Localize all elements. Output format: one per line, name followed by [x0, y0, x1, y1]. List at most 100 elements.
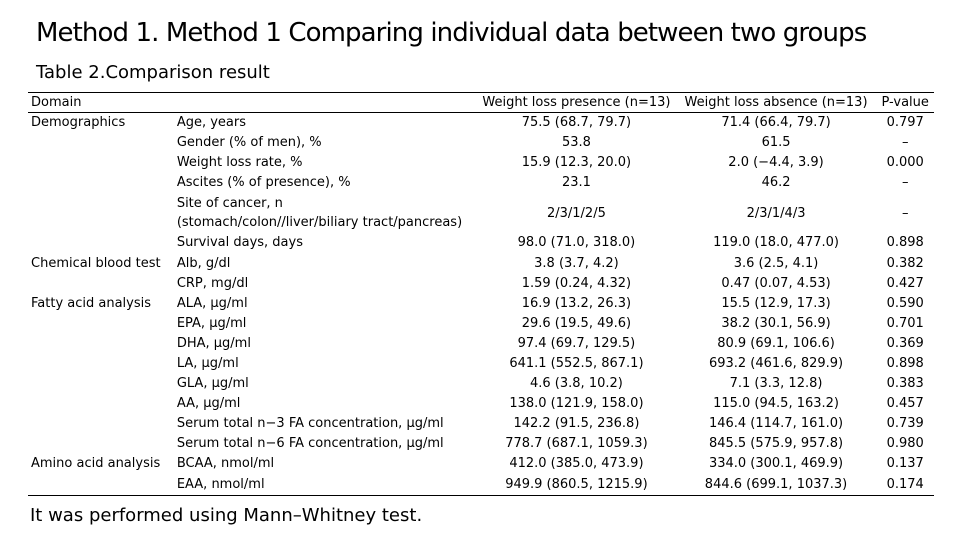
row-item-label: Survival days, days	[176, 235, 303, 251]
table-row: Chemical blood test Alb, g/dl 3.8 (3.7, 4.…	[28, 253, 934, 273]
table-row: DHA, μg/ml 97.4 (69.7, 129.5) 80.9 (69.1, …	[28, 334, 934, 354]
footnote: It was performed using Mann–Whitney test…	[30, 505, 423, 526]
row-weight-loss-presence: 949.9 (860.5, 1215.9)	[477, 474, 676, 496]
row-weight-loss-presence: 2/3/1/2/5	[546, 205, 606, 221]
row-weight-loss-presence: 142.2 (91.5, 236.8)	[513, 416, 640, 432]
row-item-label: CRP, mg/dl	[176, 275, 249, 291]
row-item-label: Gender (% of men), %	[176, 135, 322, 151]
table-row: Demographics Age, years 75.5 (68.7, 79.7) 7…	[28, 113, 934, 134]
row-item: Age, years	[174, 113, 477, 134]
row-domain: Amino acid analysis	[31, 456, 161, 472]
row-weight-loss-absence: 845.5 (575.9, 957.8)	[708, 436, 844, 452]
row-item: EAA, nmol/ml	[173, 474, 478, 496]
row-domain	[28, 354, 174, 374]
row-item-label: EPA, μg/ml	[176, 315, 247, 331]
row-weight-loss-absence: 80.9 (69.1, 106.6)	[717, 335, 835, 351]
row-p-value: 0.137	[886, 456, 924, 472]
row-weight-loss-presence: 15.9 (12.3, 20.0)	[521, 155, 632, 171]
row-item: Ascites (% of presence), %	[174, 173, 477, 193]
row-item-label: Serum total n−6 FA concentration, μg/ml	[176, 436, 444, 452]
row-weight-loss-absence: 119.0 (18.0, 477.0)	[713, 235, 839, 251]
row-domain: Demographics	[31, 115, 126, 131]
row-domain	[28, 233, 174, 253]
row-item: GLA, μg/ml	[174, 374, 477, 394]
row-item-label: GLA, μg/ml	[176, 376, 249, 392]
row-item-label: Ascites (% of presence), %	[176, 175, 351, 191]
row-item-label: Weight loss rate, %	[176, 155, 303, 171]
row-domain	[28, 314, 174, 334]
row-weight-loss-absence: 61.5	[761, 135, 791, 151]
table-row: AA, μg/ml 138.0 (121.9, 158.0) 115.0 (94.5…	[28, 394, 934, 414]
header-domain: Domain	[28, 92, 174, 113]
row-item-label: ALA, μg/ml	[176, 295, 248, 311]
table-row: Serum total n−3 FA concentration, μg/ml 1…	[28, 414, 934, 434]
row-item: LA, μg/ml	[174, 354, 477, 374]
row-domain	[28, 133, 174, 153]
row-p-value: 0.898	[886, 235, 924, 251]
row-weight-loss-presence: 778.7 (687.1, 1059.3)	[505, 436, 648, 452]
row-item-label: Alb, g/dl	[176, 255, 231, 271]
table-row: GLA, μg/ml 4.6 (3.8, 10.2) 7.1 (3.3, 12.8)…	[28, 374, 934, 394]
row-item: Serum total n−6 FA concentration, μg/ml	[174, 434, 477, 454]
row-weight-loss-presence: 641.1 (552.5, 867.1)	[509, 355, 644, 371]
row-item: Serum total n−3 FA concentration, μg/ml	[174, 414, 477, 434]
table-row: EAA, nmol/ml 949.9 (860.5, 1215.9) 844.6 (…	[28, 474, 934, 496]
row-domain	[28, 434, 174, 454]
row-p-value: 0.898	[886, 355, 924, 371]
row-p-value: –	[901, 175, 909, 191]
row-weight-loss-presence: 98.0 (71.0, 318.0)	[517, 235, 636, 251]
row-p-value: 0.739	[886, 416, 924, 432]
row-item: DHA, μg/ml	[174, 334, 477, 354]
table-row: Serum total n−6 FA concentration, μg/ml 7…	[28, 434, 934, 454]
row-weight-loss-absence: 693.2 (461.6, 829.9)	[708, 355, 844, 371]
row-weight-loss-presence: 1.59 (0.24, 4.32)	[521, 275, 632, 291]
row-item: BCAA, nmol/ml	[174, 454, 477, 474]
row-weight-loss-absence: 46.2	[761, 175, 791, 191]
row-weight-loss-absence: 844.6 (699.1, 1037.3)	[675, 474, 877, 496]
row-weight-loss-presence: 412.0 (385.0, 473.9)	[509, 456, 644, 472]
row-item-label: Site of cancer, n	[176, 196, 283, 212]
table-row: Fatty acid analysis ALA, μg/ml 16.9 (13.2,…	[28, 294, 934, 314]
row-item-label: LA, μg/ml	[176, 355, 239, 371]
row-item: Site of cancer, n (stomach/colon//liver/b…	[174, 193, 477, 233]
row-weight-loss-absence: 0.47 (0.07, 4.53)	[721, 275, 831, 291]
row-p-value: 0.701	[886, 315, 924, 331]
comparison-table: Domain Weight loss presence (n=13) Weigh…	[28, 92, 934, 496]
row-item: CRP, mg/dl	[174, 274, 477, 294]
row-domain	[28, 474, 174, 496]
row-p-value: 0.797	[886, 115, 924, 131]
row-item: Alb, g/dl	[174, 253, 477, 273]
row-weight-loss-presence: 3.8 (3.7, 4.2)	[534, 255, 619, 271]
row-item-label: BCAA, nmol/ml	[176, 456, 275, 472]
row-weight-loss-presence: 75.5 (68.7, 79.7)	[521, 115, 632, 131]
row-weight-loss-absence: 3.6 (2.5, 4.1)	[733, 255, 819, 271]
table-row: Amino acid analysis BCAA, nmol/ml 412.0 (3…	[28, 454, 934, 474]
row-p-value: 0.000	[886, 155, 924, 171]
row-domain	[28, 394, 174, 414]
row-weight-loss-presence: 138.0 (121.9, 158.0)	[509, 396, 644, 412]
table-row: Gender (% of men), % 53.8 61.5 –	[28, 133, 934, 153]
row-item-sublabel: (stomach/colon//liver/biliary tract/panc…	[176, 215, 463, 231]
row-weight-loss-presence: 97.4 (69.7, 129.5)	[517, 335, 636, 351]
row-p-value: –	[901, 205, 909, 221]
table-row: EPA, μg/ml 29.6 (19.5, 49.6) 38.2 (30.1, 5…	[28, 314, 934, 334]
row-item: ALA, μg/ml	[174, 294, 477, 314]
row-weight-loss-absence: 115.0 (94.5, 163.2)	[713, 396, 839, 412]
row-p-value: 0.174	[876, 474, 934, 496]
table-row: Site of cancer, n (stomach/colon//liver/b…	[28, 193, 934, 233]
row-domain: Fatty acid analysis	[31, 295, 152, 311]
slide-title: Method 1. Method 1 Comparing individual …	[36, 18, 867, 48]
row-domain	[28, 334, 174, 354]
row-weight-loss-absence: 2.0 (−4.4, 3.9)	[728, 155, 824, 171]
row-domain: Chemical blood test	[31, 255, 161, 271]
row-item: AA, μg/ml	[174, 394, 477, 414]
row-domain	[28, 274, 174, 294]
table-caption: Table 2.Comparison result	[36, 62, 270, 83]
row-domain	[28, 374, 174, 394]
row-weight-loss-presence: 29.6 (19.5, 49.6)	[521, 315, 632, 331]
row-domain	[28, 173, 174, 193]
row-item-label: AA, μg/ml	[176, 396, 241, 412]
table-row: LA, μg/ml 641.1 (552.5, 867.1) 693.2 (461.…	[28, 354, 934, 374]
row-weight-loss-absence: 15.5 (12.9, 17.3)	[721, 295, 831, 311]
row-p-value: 0.980	[886, 436, 924, 452]
